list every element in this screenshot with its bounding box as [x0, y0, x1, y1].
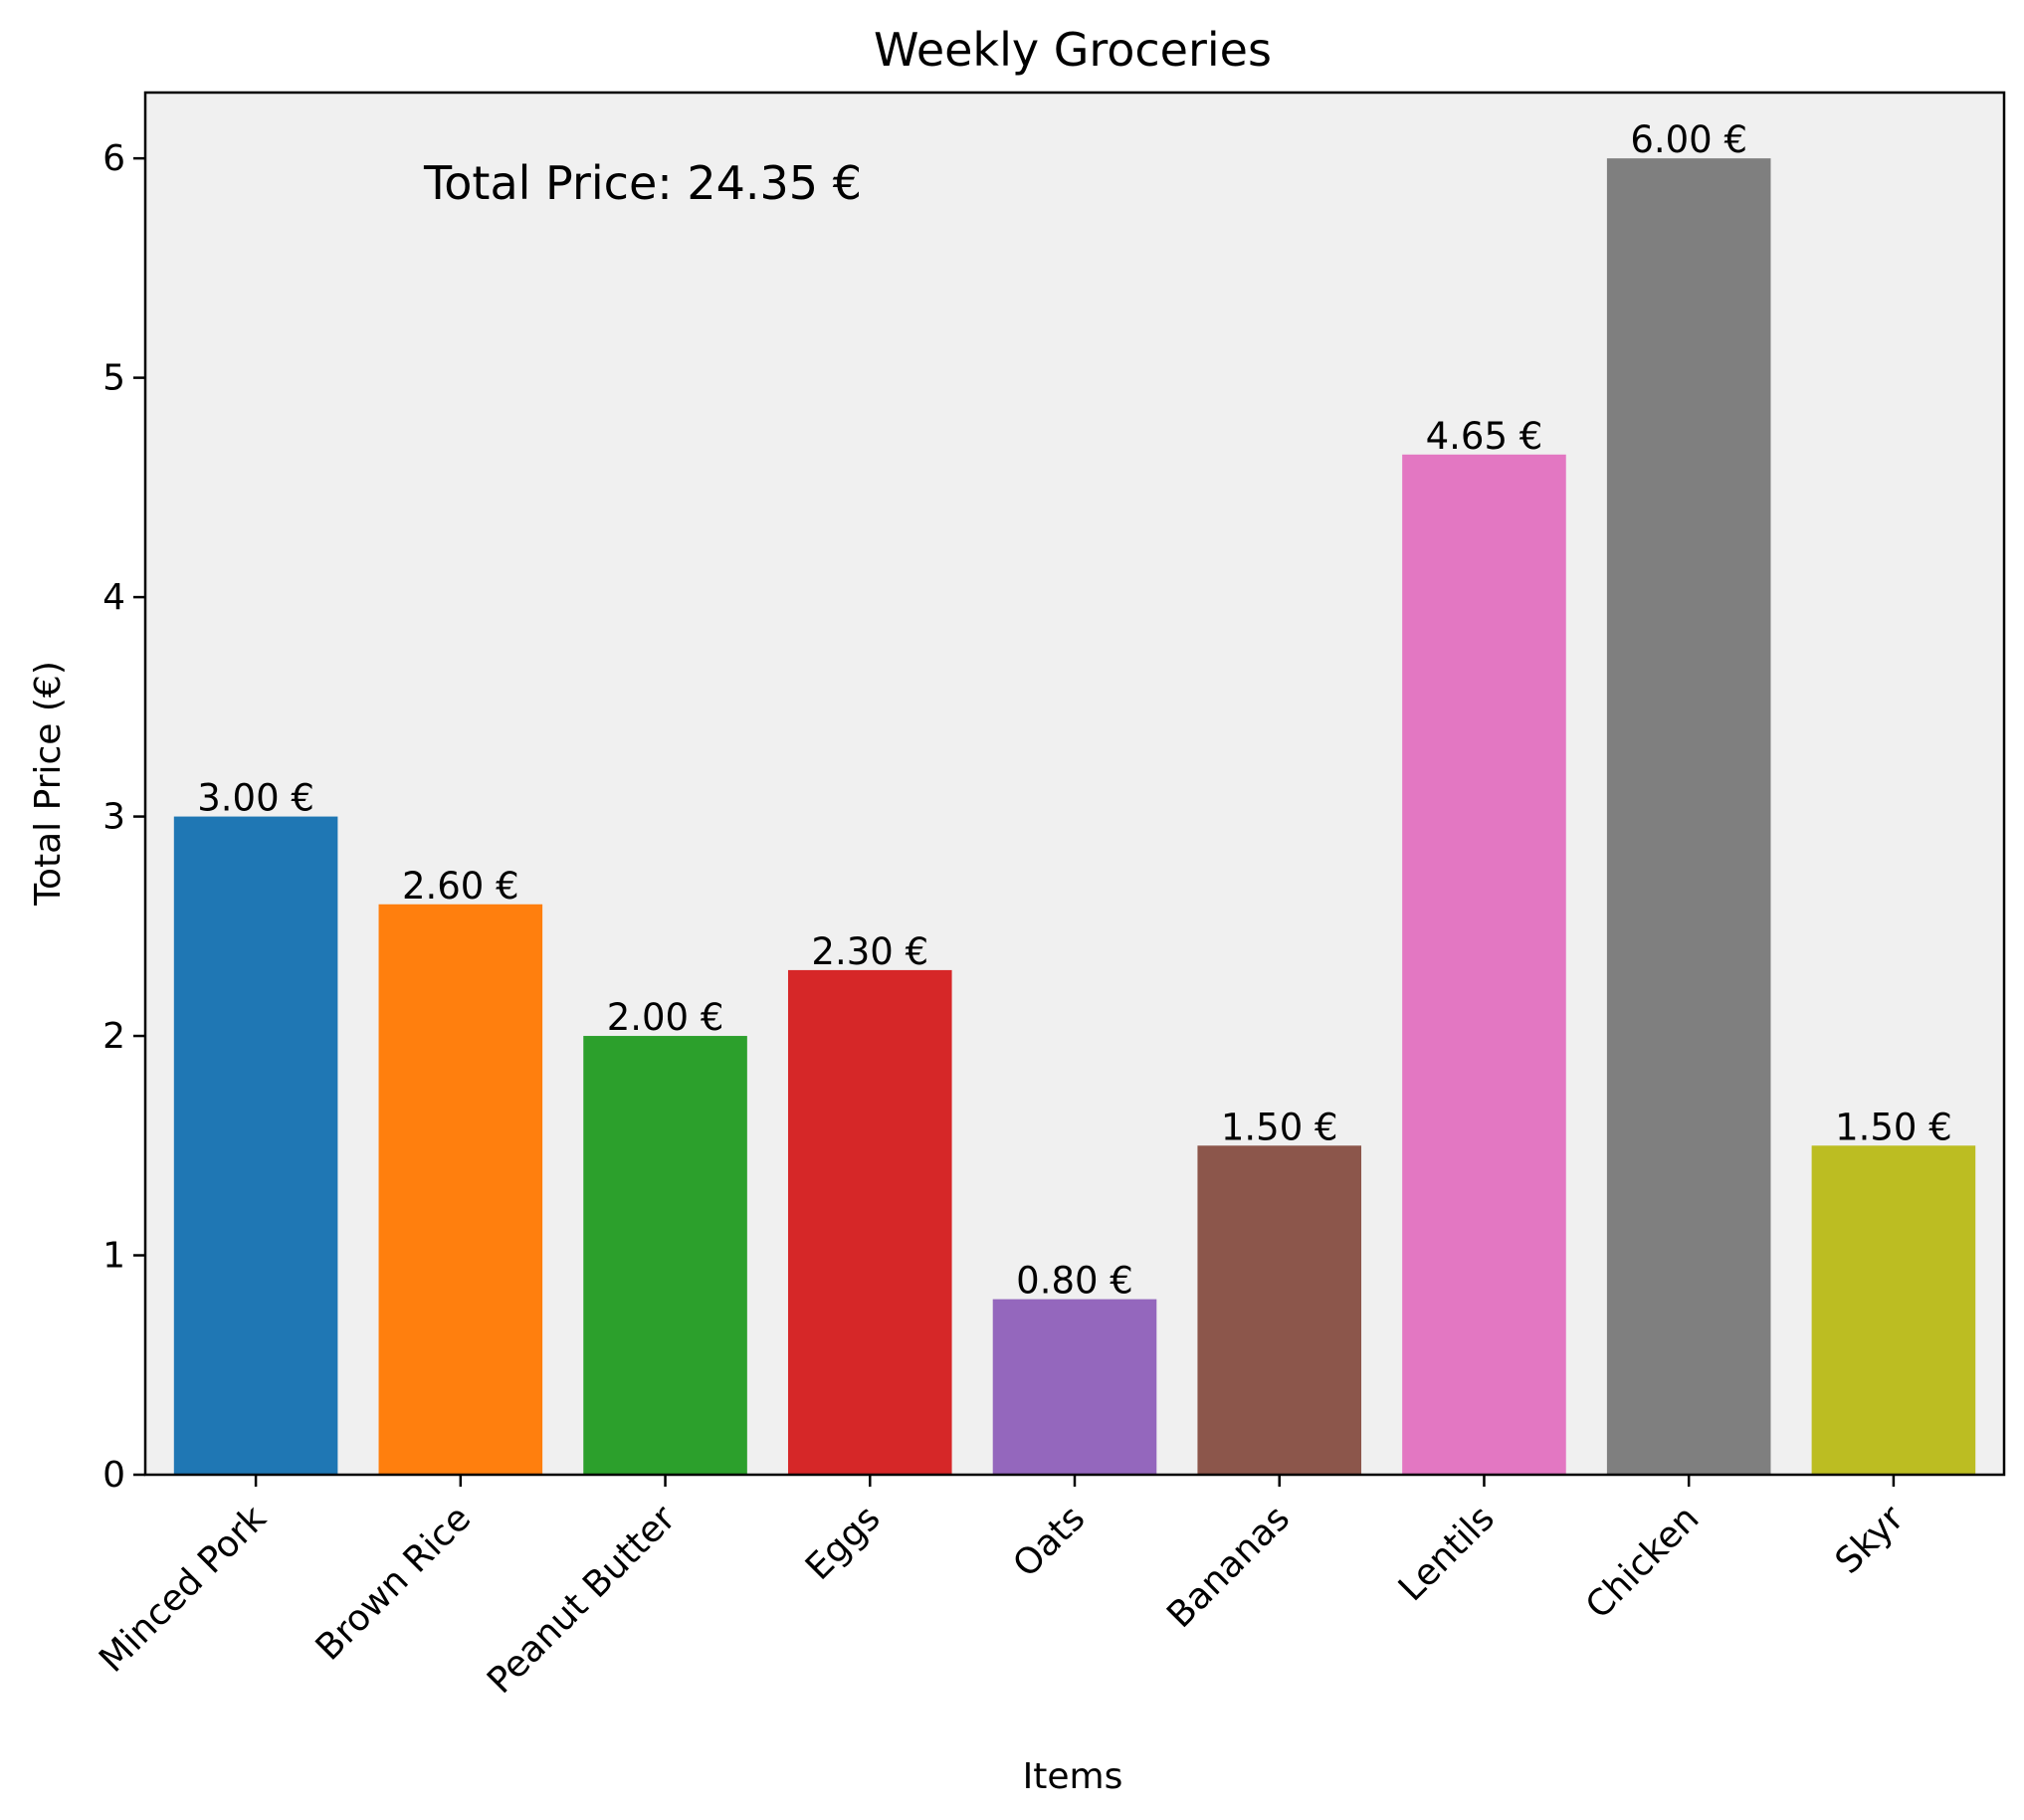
y-axis-label: Total Price (€) [28, 661, 69, 907]
bar-skyr [1811, 1145, 1976, 1475]
y-tick-label: 0 [102, 1455, 125, 1496]
chart-title: Weekly Groceries [874, 23, 1272, 77]
x-tick-label: Oats [1005, 1498, 1093, 1585]
bar-value-label: 2.30 € [811, 930, 928, 973]
bar-lentils [1402, 454, 1566, 1476]
bar-value-label: 4.65 € [1426, 415, 1543, 458]
bars [173, 158, 1976, 1476]
bar-brown-rice [378, 904, 543, 1475]
bar-value-labels: 3.00 € 2.60 € 2.00 € 2.30 € 0.80 € 1.50 € 4.65… [197, 118, 1952, 1302]
x-tick-label: Chicken [1578, 1498, 1708, 1627]
bar-oats [992, 1299, 1157, 1475]
bar-value-label: 0.80 € [1016, 1260, 1133, 1303]
x-tick-label: Lentils [1391, 1498, 1503, 1609]
bar-bananas [1197, 1145, 1362, 1475]
x-tick-label: Minced Pork [92, 1498, 274, 1680]
bar-value-label: 1.50 € [1835, 1106, 1952, 1148]
bar-minced-pork [173, 816, 338, 1475]
x-axis-label: Items [1023, 1756, 1123, 1797]
bar-eggs [787, 969, 952, 1475]
y-tick-label: 4 [102, 577, 125, 618]
y-tick-label: 3 [102, 797, 125, 838]
bar-value-label: 1.50 € [1221, 1106, 1338, 1148]
y-tick-label: 1 [102, 1236, 125, 1277]
bar-value-label: 6.00 € [1630, 118, 1747, 161]
x-tick-label: Bananas [1159, 1498, 1298, 1636]
y-axis: 0 1 2 3 4 5 6 [102, 138, 145, 1496]
total-price-annotation: Total Price: 24.35 € [423, 156, 862, 210]
x-tick-label: Peanut Butter [480, 1498, 684, 1702]
y-tick-label: 2 [102, 1016, 125, 1057]
bar-value-label: 2.60 € [402, 865, 519, 908]
y-tick-label: 5 [102, 358, 125, 399]
bar-peanut-butter [583, 1036, 747, 1475]
bar-value-label: 2.00 € [607, 996, 724, 1039]
x-tick-label: Eggs [798, 1498, 889, 1588]
y-tick-label: 6 [102, 138, 125, 179]
x-axis: Minced Pork Brown Rice Peanut Butter Eggs Oa… [92, 1475, 1912, 1702]
bar-value-label: 3.00 € [197, 777, 314, 820]
bar-chicken [1606, 158, 1771, 1476]
x-tick-label: Skyr [1828, 1498, 1913, 1582]
x-tick-label: Brown Rice [308, 1498, 479, 1668]
